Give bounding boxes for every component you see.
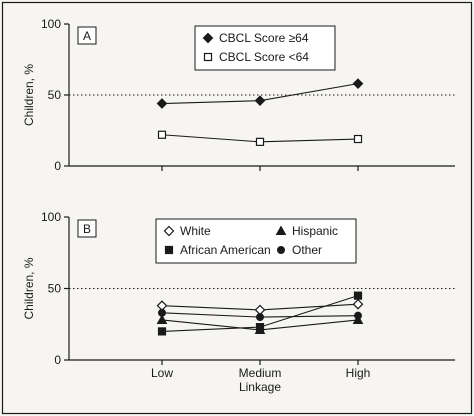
x-tick-label: Medium <box>239 366 282 380</box>
legend-box <box>194 25 336 71</box>
panel-label: B <box>83 222 91 236</box>
data-point <box>354 311 362 320</box>
legend-label: Other <box>292 243 322 257</box>
y-tick-label: 50 <box>48 282 62 296</box>
data-point <box>254 95 266 107</box>
x-tick-label: High <box>346 366 371 380</box>
legend-label: Hispanic <box>292 224 338 238</box>
legend-label: CBCL Score <64 <box>219 50 309 64</box>
data-point <box>353 291 363 300</box>
legend-label: African American <box>180 243 271 257</box>
legend-marker <box>277 246 285 254</box>
data-point <box>255 137 265 146</box>
data-point <box>157 130 167 139</box>
data-point <box>254 324 266 334</box>
panel-label-box <box>77 26 97 45</box>
legend-marker <box>202 32 214 44</box>
y-axis-label: Children, % <box>22 64 36 126</box>
y-tick-label: 0 <box>54 159 61 173</box>
data-point <box>256 313 264 322</box>
panel-b: 0 50 100 Low Medium High Linkage Children, % B Wh… <box>22 210 455 394</box>
legend-label: CBCL Score ≥64 <box>219 31 309 45</box>
y-tick-label: 0 <box>54 353 61 367</box>
y-tick-label: 100 <box>41 17 61 31</box>
legend-marker <box>275 225 287 235</box>
x-tick-label: Low <box>151 366 173 380</box>
panel-label: A <box>83 29 91 43</box>
data-point <box>353 134 363 144</box>
x-axis-label: Linkage <box>239 380 281 394</box>
legend-marker <box>164 245 174 255</box>
data-point <box>156 98 168 109</box>
data-point <box>158 308 166 317</box>
data-point <box>352 78 364 89</box>
legend-marker <box>203 52 213 62</box>
legend-box <box>155 218 357 264</box>
legend-marker <box>163 225 175 237</box>
y-tick-label: 50 <box>48 88 62 102</box>
y-axis-label: Children, % <box>22 257 36 319</box>
data-point <box>156 314 168 324</box>
panel-a: 0 50 100 Children, % A CBCL Score ≥64 CBCL Sco… <box>22 17 455 173</box>
legend-label: White <box>180 224 211 238</box>
y-tick-label: 100 <box>41 210 61 224</box>
data-point <box>157 327 167 336</box>
panel-label-box <box>77 219 97 238</box>
data-point <box>352 298 364 310</box>
